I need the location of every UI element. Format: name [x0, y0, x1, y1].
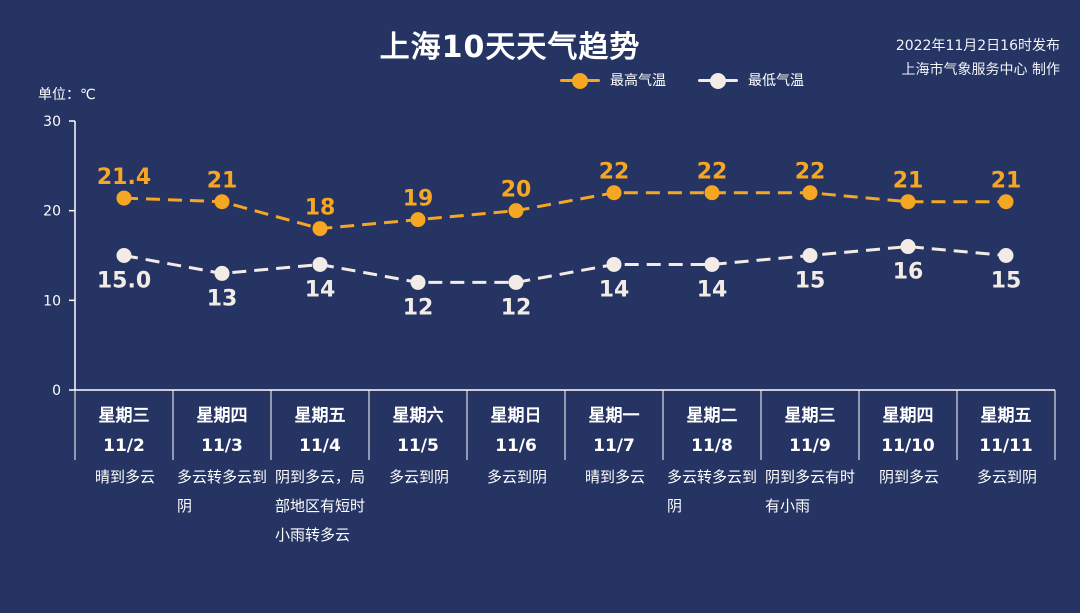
high-temp-label: 21.4 [97, 165, 151, 190]
day-weather: 多云转多云到阴 [177, 468, 268, 515]
day-weather: 多云转多云到阴 [667, 468, 758, 515]
high-temp-label: 21 [893, 169, 924, 194]
low-temp-point [802, 248, 818, 263]
publish-time: 2022年11月2日16时发布 [895, 38, 1060, 54]
day-weather: 多云到阴 [486, 468, 547, 486]
high-temp-label: 19 [403, 187, 434, 212]
day-weekday: 星期四 [196, 406, 248, 426]
day-weekday: 星期三 [784, 406, 836, 426]
high-temp-point [998, 194, 1014, 210]
high-temp-point [312, 221, 328, 237]
day-header: 星期四 11/3 [173, 401, 271, 461]
day-header: 星期三 11/2 [75, 401, 173, 461]
day-weekday: 星期五 [980, 406, 1032, 426]
day-weekday: 星期四 [882, 406, 934, 426]
low-temp-label: 13 [207, 286, 238, 311]
day-weather: 阴到多云 [878, 468, 939, 486]
chart-title: 上海10天天气趋势 [379, 30, 641, 65]
day-header: 星期日 11/6 [467, 401, 565, 461]
legend-high: 最高气温 [560, 70, 666, 90]
low-temp-label: 12 [501, 295, 532, 320]
day-header: 星期六 11/5 [369, 401, 467, 461]
y-tick-label: 0 [52, 383, 61, 399]
day-date: 11/11 [979, 436, 1033, 456]
day-weekday: 星期六 [392, 406, 444, 426]
low-temp-label: 12 [403, 295, 434, 320]
low-temp-point [214, 265, 230, 281]
day-header: 星期一 11/7 [565, 401, 663, 461]
day-header: 星期五 11/4 [271, 401, 369, 461]
day-date: 11/6 [495, 436, 537, 456]
day-date: 11/9 [789, 436, 831, 456]
day-date: 11/8 [691, 436, 733, 456]
day-date: 11/10 [881, 436, 935, 456]
high-temp-point [508, 203, 524, 219]
high-temp-point [900, 194, 916, 210]
publish-info: 2022年11月2日16时发布 上海市气象服务中心 制作 [896, 34, 1060, 82]
day-weekday: 星期一 [588, 406, 640, 426]
low-temp-point [606, 256, 622, 272]
low-temp-label: 15 [991, 269, 1022, 294]
high-temp-label: 22 [599, 160, 630, 185]
legend-low: 最低气温 [698, 70, 804, 90]
y-tick-label: 10 [43, 293, 61, 309]
day-weekday: 星期二 [686, 406, 738, 426]
low-temp-point [900, 239, 916, 255]
low-temp-label: 14 [305, 277, 336, 302]
legend-low-label: 最低气温 [748, 73, 804, 89]
publish-source: 上海市气象服务中心 制作 [901, 62, 1060, 78]
day-weather: 阴到多云，局部地区有短时小雨转多云 [275, 468, 366, 544]
y-tick-label: 20 [43, 204, 61, 220]
low-temp-point [410, 274, 426, 290]
day-weather: 晴到多云 [94, 468, 155, 486]
low-temp-point [312, 256, 328, 272]
high-temp-label: 18 [305, 196, 336, 221]
day-header: 星期二 11/8 [663, 401, 761, 461]
low-temp-label: 15.0 [97, 269, 151, 294]
low-temp-point [116, 248, 132, 263]
low-temp-label: 16 [893, 260, 924, 285]
legend-high-marker [560, 72, 600, 89]
unit-label: 单位：℃ [38, 87, 96, 103]
y-tick-label: 30 [43, 114, 61, 130]
day-weather: 晴到多云 [584, 468, 645, 486]
day-date: 11/3 [201, 436, 243, 456]
day-weekday: 星期五 [294, 406, 346, 426]
high-temp-line [123, 191, 1006, 231]
high-temp-point [704, 185, 720, 201]
day-date: 11/7 [593, 436, 635, 456]
high-temp-label: 22 [697, 160, 728, 185]
day-weekday: 星期三 [98, 406, 150, 426]
high-temp-label: 20 [501, 178, 532, 203]
low-temp-label: 14 [599, 277, 630, 302]
day-date: 11/5 [397, 436, 439, 456]
day-date: 11/4 [299, 436, 341, 456]
high-temp-point [214, 194, 230, 210]
day-weekday: 星期日 [490, 406, 542, 426]
day-header: 星期三 11/9 [761, 401, 859, 461]
high-temp-label: 21 [207, 169, 238, 194]
day-weather: 多云到阴 [388, 468, 449, 486]
chart-legend: 最高气温 最低气温 [560, 70, 804, 90]
high-temp-point [116, 190, 132, 206]
low-temp-point [508, 274, 524, 290]
high-temp-point [606, 185, 622, 201]
high-temp-label: 21 [991, 169, 1022, 194]
day-weather: 阴到多云有时有小雨 [765, 468, 856, 515]
low-temp-line [123, 245, 1007, 284]
legend-low-marker [698, 72, 738, 89]
day-date: 11/2 [103, 436, 145, 456]
low-temp-point [704, 256, 720, 272]
high-temp-label: 22 [795, 160, 826, 185]
day-header: 星期四 11/10 [859, 401, 957, 461]
high-temp-point [802, 185, 818, 201]
high-temp-point [410, 212, 426, 228]
low-temp-label: 14 [697, 277, 728, 302]
legend-high-label: 最高气温 [610, 73, 666, 89]
day-header: 星期五 11/11 [957, 401, 1055, 461]
low-temp-label: 15 [795, 269, 826, 294]
low-temp-point [998, 248, 1014, 263]
day-weather: 多云到阴 [976, 468, 1037, 486]
